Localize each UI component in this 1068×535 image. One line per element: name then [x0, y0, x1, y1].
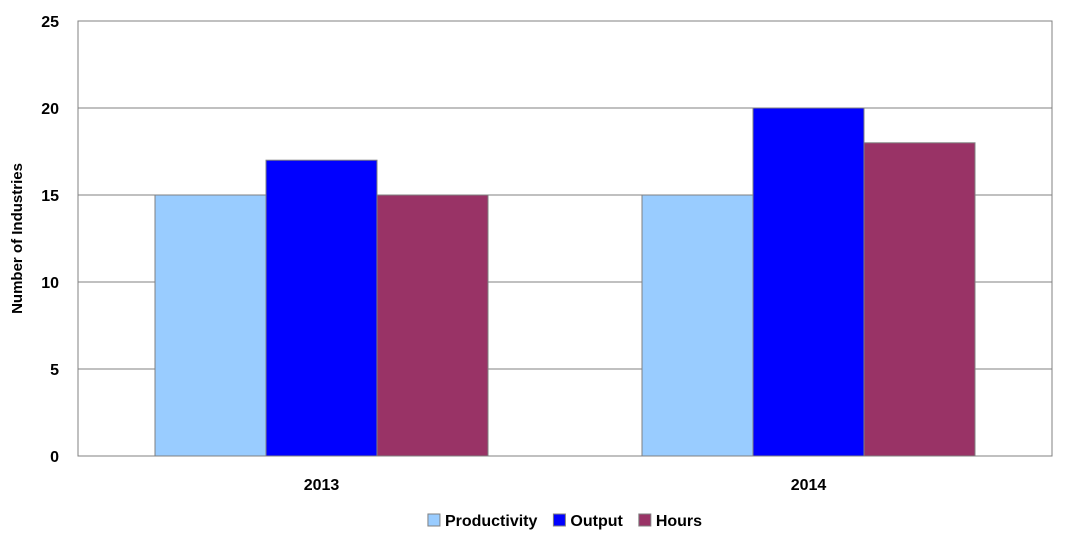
bar-hours-2014: [863, 142, 976, 457]
bars: [154, 107, 976, 457]
x-axis-tick-labels: 2013 2014: [304, 477, 827, 494]
y-tick-label: 10: [41, 275, 59, 292]
bar-productivity-2013: [154, 194, 267, 457]
bar-output-2013: [265, 159, 378, 457]
legend-item-hours: Hours: [638, 513, 702, 530]
y-axis-tick-labels: 0 5 10 15 20 25: [41, 14, 59, 466]
y-tick-label: 20: [41, 101, 59, 118]
y-tick-label: 5: [50, 362, 59, 379]
bar-output-2014: [752, 107, 865, 457]
legend: Productivity Output Hours: [427, 513, 702, 530]
bar-hours-2013: [376, 194, 489, 457]
bar-productivity-2014: [641, 194, 754, 457]
legend-label: Output: [570, 513, 623, 530]
legend-label: Hours: [656, 513, 702, 530]
y-tick-label: 15: [41, 188, 59, 205]
legend-label: Productivity: [445, 513, 538, 530]
legend-swatch: [638, 513, 652, 527]
y-tick-label: 0: [50, 449, 59, 466]
y-tick-label: 25: [41, 14, 59, 31]
plot-area-frame: [77, 20, 1053, 457]
x-tick-label: 2013: [304, 477, 340, 494]
legend-item-output: Output: [552, 513, 624, 530]
legend-swatch: [552, 513, 566, 527]
legend-item-productivity: Productivity: [427, 513, 538, 530]
y-axis-title: Number of Industries: [9, 163, 26, 314]
legend-swatch: [427, 513, 441, 527]
x-tick-label: 2014: [791, 477, 827, 494]
